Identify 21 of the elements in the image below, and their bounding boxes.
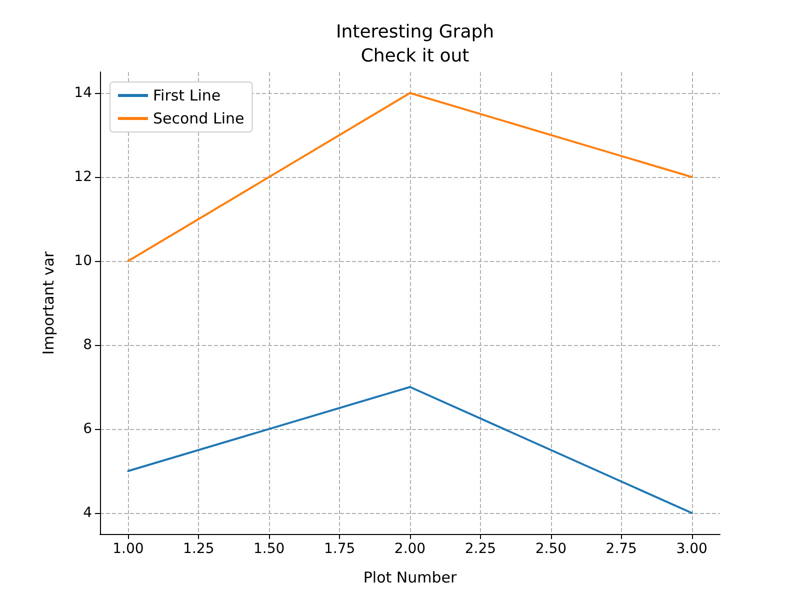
x-tick-label: 2.00 [394, 541, 426, 557]
y-tick-label: 14 [74, 85, 92, 101]
y-axis-title: Important var [40, 250, 58, 355]
x-tick-label: 2.75 [606, 541, 637, 557]
chart-subtitle: Check it out [360, 46, 470, 66]
legend-label: Second Line [153, 110, 244, 128]
legend-label: First Line [153, 86, 221, 104]
y-tick-label: 8 [83, 337, 92, 353]
x-tick-label: 1.50 [254, 541, 285, 557]
x-tick-label: 2.25 [464, 541, 496, 557]
x-axis-title: Plot Number [363, 568, 458, 586]
chart-title: Interesting Graph [336, 22, 494, 42]
x-tick-label: 1.25 [183, 541, 214, 557]
y-tick-label: 10 [74, 253, 92, 269]
x-tick-label: 2.50 [535, 541, 566, 557]
y-tick-label: 12 [74, 169, 92, 185]
x-tick-label: 1.00 [112, 541, 144, 557]
x-tick-label: 1.75 [324, 541, 356, 557]
y-tick-label: 4 [83, 505, 92, 521]
x-tick-label: 3.00 [676, 541, 708, 557]
y-tick-label: 6 [83, 421, 92, 437]
